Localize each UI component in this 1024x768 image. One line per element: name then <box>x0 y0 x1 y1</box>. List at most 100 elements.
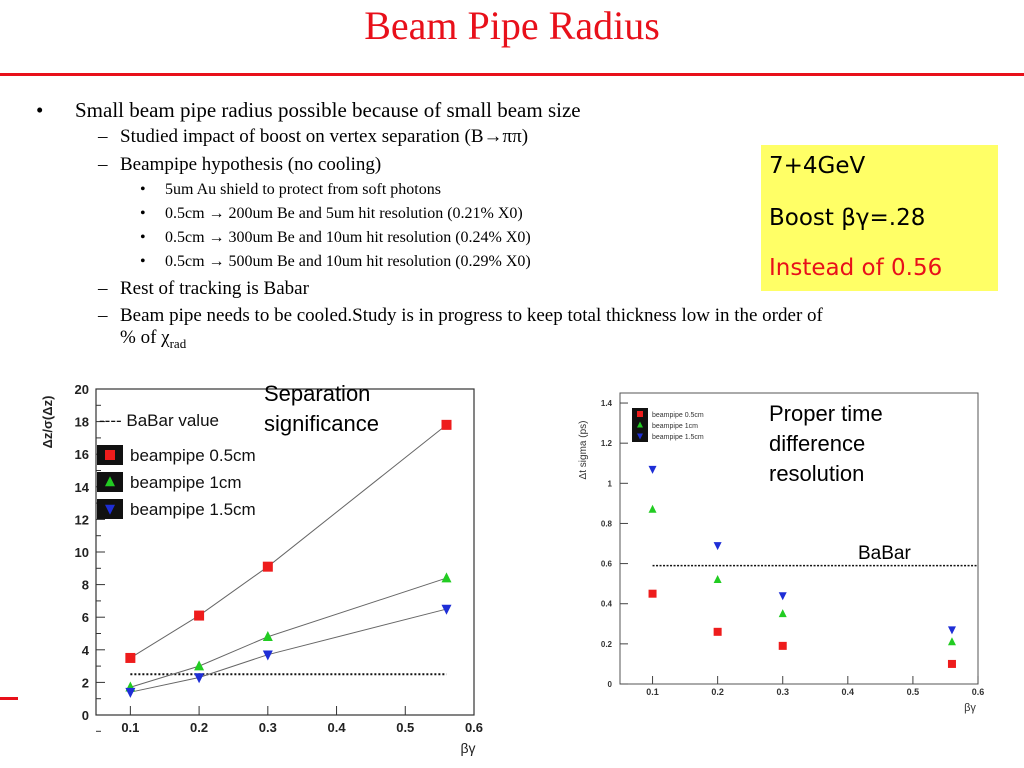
data-point-square <box>125 652 136 663</box>
data-point-triangle-down <box>105 504 115 515</box>
plot-frame <box>95 388 475 716</box>
bullet-text: Small beam pipe radius possible because … <box>75 98 581 122</box>
time-resolution-label: Proper time difference resolution <box>769 399 883 489</box>
legend-entry: beampipe 1.5cm <box>652 434 704 441</box>
separation-label: Separation significance <box>264 379 379 439</box>
bullet-text: Rest of tracking is Babar <box>120 278 309 299</box>
legend-entry: beampipe 0.5cm <box>130 446 256 465</box>
data-point-triangle-up <box>648 504 657 513</box>
label-line: Proper time <box>769 401 883 426</box>
data-point-square <box>637 411 643 417</box>
data-point-triangle-up <box>194 660 205 671</box>
y-axis-label: Δt sigma (ps) <box>578 421 589 480</box>
bullet-text: 0.5cm → 200um Be and 5um hit resolution … <box>165 205 523 222</box>
bullet-text: 5um Au shield to protect from soft photo… <box>165 181 441 198</box>
series-line <box>130 608 447 693</box>
data-point-square <box>648 589 657 598</box>
x-tick-label: 0.1 <box>646 687 659 697</box>
data-point-triangle-down <box>194 673 205 684</box>
y-tick-label: 0.6 <box>601 560 613 569</box>
bullet-marker: • <box>36 98 44 122</box>
x-tick-label: 0.6 <box>465 720 483 735</box>
y-tick-label: 8 <box>82 578 89 593</box>
x-axis-label: βγ <box>964 702 976 714</box>
x-tick-label: 0.5 <box>396 720 414 735</box>
y-tick-label: 0.4 <box>601 600 613 609</box>
bullet-text: % of χ <box>120 327 170 348</box>
bullet-marker: • <box>140 229 146 246</box>
y-tick-label: 0.2 <box>601 640 613 649</box>
legend-entry: beampipe 1.5cm <box>130 500 256 519</box>
legend-entry: beampipe 1cm <box>652 423 698 430</box>
data-point-triangle-down <box>441 604 452 615</box>
data-point-triangle-up <box>105 476 115 487</box>
x-tick-label: 0.6 <box>972 687 985 697</box>
y-tick-label: 6 <box>82 610 89 625</box>
data-point-triangle-up <box>441 572 452 583</box>
data-point-triangle-up <box>713 575 722 584</box>
note-line: Boost βγ=.28 <box>769 205 926 231</box>
x-tick-label: 0.4 <box>842 687 855 697</box>
data-point-square <box>778 641 787 650</box>
series-line <box>130 424 447 659</box>
y-tick-label: 2 <box>82 675 89 690</box>
dash-marker: – <box>98 126 108 147</box>
data-point-triangle-up <box>947 637 956 646</box>
y-tick-label: 1 <box>608 479 613 488</box>
note-line: 7+4GeV <box>769 153 866 179</box>
bullet-text: Studied impact of boost on vertex separa… <box>120 126 529 147</box>
y-tick-label: 4 <box>82 643 90 658</box>
data-point-square <box>947 659 956 668</box>
legend-entry: beampipe 0.5cm <box>652 412 704 419</box>
data-point-triangle-down <box>648 465 657 474</box>
data-point-square <box>441 419 452 430</box>
series-line <box>130 577 447 688</box>
bullet-text-continued: % of χrad <box>120 327 186 352</box>
data-point-triangle-up <box>778 609 787 618</box>
y-axis-label: Δz/σ(Δz) <box>40 396 55 449</box>
x-tick-label: 0.4 <box>328 720 347 735</box>
data-point-square <box>262 561 273 572</box>
slide-title: Beam Pipe Radius <box>364 3 660 48</box>
boost-note-box: 7+4GeV Boost βγ=.28 Instead of 0.56 <box>761 145 998 291</box>
label-line: significance <box>264 411 379 436</box>
time-resolution-chart: 0 0.2 0.4 0.6 0.8 1 1.2 1.4 0.1 0.2 0.3 0.4 0.5 0.6 βγ… <box>578 392 985 714</box>
y-tick-label: 14 <box>75 480 90 495</box>
x-tick-label: 0.5 <box>907 687 920 697</box>
dash-marker: – <box>98 278 108 299</box>
x-tick-label: 0.3 <box>259 720 277 735</box>
data-point-triangle-down <box>947 626 956 635</box>
babar-label: BaBar <box>858 543 911 564</box>
data-point-triangle-down <box>778 592 787 601</box>
bullet-text: 0.5cm → 300um Be and 10um hit resolution… <box>165 229 531 246</box>
y-tick-label: 16 <box>75 447 89 462</box>
dash-marker: – <box>98 305 108 326</box>
data-point-triangle-up <box>637 421 643 428</box>
bullet-marker: • <box>140 181 146 198</box>
data-point-square <box>194 610 205 621</box>
y-tick-label: 0.8 <box>601 519 613 528</box>
plot-frame <box>619 392 979 685</box>
separation-chart: 0 2 4 6 8 10 12 14 16 18 20 0.1 0.2 0.3 0.4 0.5 0.6 βγ Δz/… <box>40 382 483 756</box>
subscript: rad <box>169 335 187 351</box>
data-point-triangle-down <box>713 542 722 551</box>
y-tick-label: 12 <box>75 512 89 527</box>
label-line: difference <box>769 431 866 456</box>
legend-entry: beampipe 1cm <box>130 473 242 492</box>
x-tick-label: 0.3 <box>776 687 789 697</box>
bullet-text: 0.5cm → 500um Be and 10um hit resolution… <box>165 253 531 270</box>
data-point-triangle-down <box>637 433 643 440</box>
legend-babar-entry: ---- BaBar value <box>99 411 219 430</box>
y-tick-label: 0 <box>82 708 89 723</box>
data-point-triangle-up <box>262 631 273 642</box>
bullet-marker: • <box>140 253 146 270</box>
bullet-text: Beam pipe needs to be cooled.Study is in… <box>120 305 823 326</box>
dash-marker: – <box>98 154 108 175</box>
data-point-triangle-down <box>262 650 273 661</box>
y-tick-label: 20 <box>75 382 89 397</box>
data-point-triangle-down <box>125 687 136 698</box>
decorative-stub <box>0 697 18 700</box>
x-tick-label: 0.1 <box>121 720 139 735</box>
y-tick-label: 1.4 <box>601 399 613 408</box>
bullet-text: Beampipe hypothesis (no cooling) <box>120 154 382 175</box>
